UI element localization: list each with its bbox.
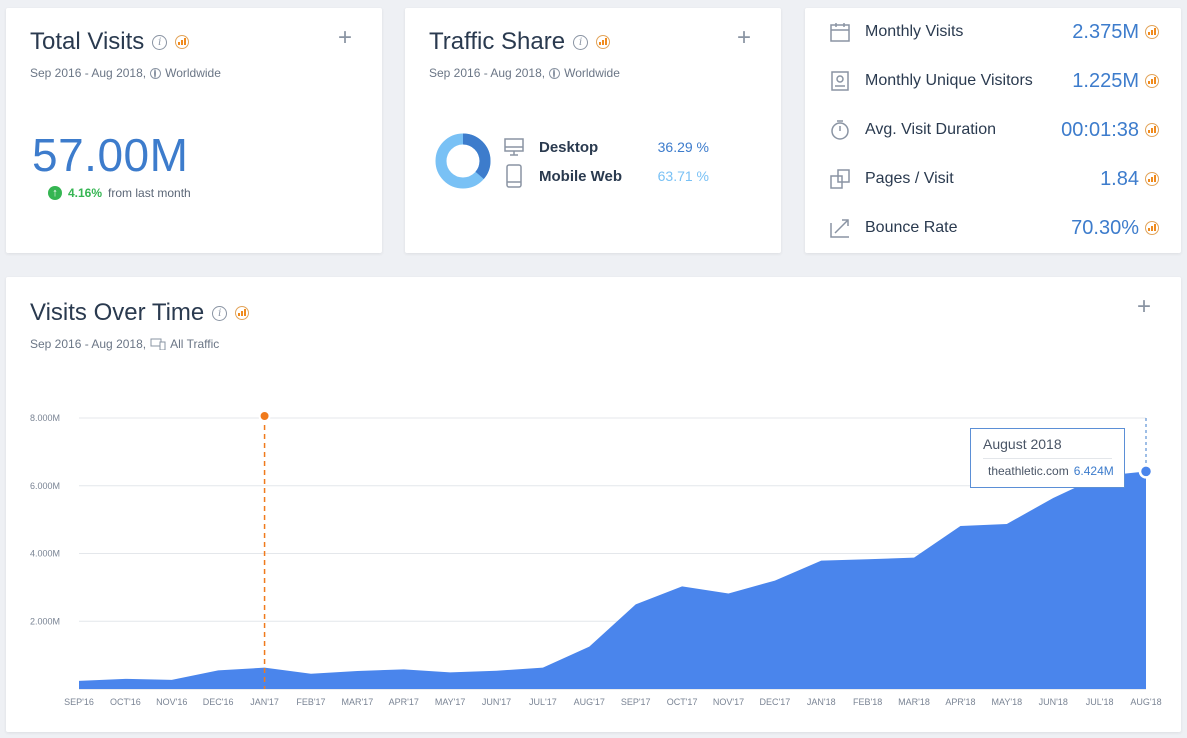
- region: Worldwide: [564, 66, 620, 80]
- metric-value: 1.84: [1100, 167, 1139, 190]
- rank-icon[interactable]: [1145, 172, 1159, 186]
- info-icon[interactable]: i: [212, 305, 228, 321]
- rank-icon[interactable]: [235, 306, 250, 320]
- date-range: Sep 2016 - Aug 2018,: [30, 66, 147, 80]
- metric-pages-per-visit: Pages / Visit 1.84: [829, 164, 1159, 194]
- tooltip-month: August 2018: [983, 436, 1112, 459]
- traffic-share-title: Traffic Share i: [429, 28, 620, 56]
- arrow-up-icon: ↑: [48, 186, 62, 200]
- rank-icon[interactable]: [1145, 25, 1159, 39]
- share-value: 36.29 %: [657, 139, 709, 155]
- change-indicator: ↑ 4.16% from last month: [48, 186, 191, 200]
- total-visits-title: Total Visits i: [30, 28, 221, 56]
- traffic-share-donut: [435, 133, 491, 189]
- metric-value: 1.225M: [1072, 69, 1139, 92]
- total-visits-value: 57.00M: [32, 129, 189, 181]
- mobile-icon: [506, 164, 522, 188]
- region: Worldwide: [165, 66, 221, 80]
- tooltip-value: 6.424M: [1073, 464, 1114, 478]
- change-percent: 4.16%: [68, 186, 103, 200]
- rank-icon[interactable]: [596, 35, 611, 49]
- rank-icon[interactable]: [1145, 221, 1159, 235]
- metric-label: Bounce Rate: [865, 219, 958, 236]
- add-icon[interactable]: +: [1137, 293, 1152, 320]
- info-icon[interactable]: i: [573, 34, 589, 50]
- traffic-share-title-text: Traffic Share: [429, 28, 566, 55]
- rank-icon[interactable]: [1145, 123, 1159, 137]
- total-visits-card: Total Visits i Sep 2016 - Aug 2018, Worl…: [6, 8, 382, 253]
- globe-icon: [150, 67, 162, 79]
- donut-desktop-slice: [435, 133, 491, 189]
- share-label: Desktop: [539, 138, 599, 156]
- total-visits-subtitle: Sep 2016 - Aug 2018, Worldwide: [30, 66, 221, 80]
- visits-over-time-title-text: Visits Over Time: [30, 299, 205, 326]
- visits-over-time-title: Visits Over Time i: [30, 299, 250, 327]
- share-label: Mobile Web: [539, 167, 623, 185]
- rank-icon[interactable]: [175, 35, 190, 49]
- share-value: 63.71 %: [657, 168, 709, 184]
- add-icon[interactable]: +: [737, 24, 752, 51]
- date-range: Sep 2016 - Aug 2018,: [30, 337, 147, 351]
- devices-icon: [150, 338, 166, 350]
- metric-avg-visit-duration: Avg. Visit Duration 00:01:38: [829, 115, 1159, 145]
- bounce-icon: [830, 219, 849, 238]
- metric-label: Avg. Visit Duration: [865, 121, 997, 138]
- desktop-icon: [504, 138, 524, 156]
- engagement-metrics-card: Monthly Visits 2.375M Monthly Unique Vis…: [805, 8, 1181, 253]
- share-row-mobile: Mobile Web 63.71 %: [503, 164, 709, 188]
- calendar-icon: [830, 23, 850, 42]
- date-range: Sep 2016 - Aug 2018,: [429, 66, 546, 80]
- traffic-filter[interactable]: All Traffic: [170, 337, 220, 351]
- metric-bounce-rate: Bounce Rate 70.30%: [829, 213, 1159, 243]
- total-visits-title-text: Total Visits: [30, 28, 145, 55]
- share-row-desktop: Desktop 36.29 %: [503, 136, 709, 158]
- tooltip-site: theathletic.com: [988, 464, 1069, 478]
- metric-value: 70.30%: [1071, 216, 1139, 239]
- metric-value: 00:01:38: [1061, 118, 1139, 141]
- traffic-share-card: Traffic Share i Sep 2016 - Aug 2018, Wor…: [405, 8, 781, 253]
- metric-label: Monthly Visits: [865, 23, 964, 40]
- metric-label: Pages / Visit: [865, 170, 954, 187]
- visits-over-time-subtitle: Sep 2016 - Aug 2018, All Traffic: [30, 337, 249, 351]
- metric-monthly-visits: Monthly Visits 2.375M: [829, 17, 1159, 47]
- add-icon[interactable]: +: [338, 24, 353, 51]
- info-icon[interactable]: i: [152, 34, 168, 50]
- tooltip-row: theathletic.com 6.424M: [983, 464, 1114, 478]
- stopwatch-icon: [831, 120, 849, 140]
- id-card-icon: [831, 71, 849, 91]
- pages-icon: [830, 169, 850, 189]
- traffic-share-subtitle: Sep 2016 - Aug 2018, Worldwide: [429, 66, 620, 80]
- change-text: from last month: [108, 186, 191, 200]
- rank-icon[interactable]: [1145, 74, 1159, 88]
- globe-icon: [549, 67, 561, 79]
- metric-monthly-unique-visitors: Monthly Unique Visitors 1.225M: [829, 66, 1159, 96]
- metric-label: Monthly Unique Visitors: [865, 72, 1033, 89]
- visits-over-time-card: Visits Over Time i Sep 2016 - Aug 2018, …: [6, 277, 1181, 732]
- metric-value: 2.375M: [1072, 20, 1139, 43]
- chart-tooltip: August 2018 theathletic.com 6.424M: [970, 428, 1125, 488]
